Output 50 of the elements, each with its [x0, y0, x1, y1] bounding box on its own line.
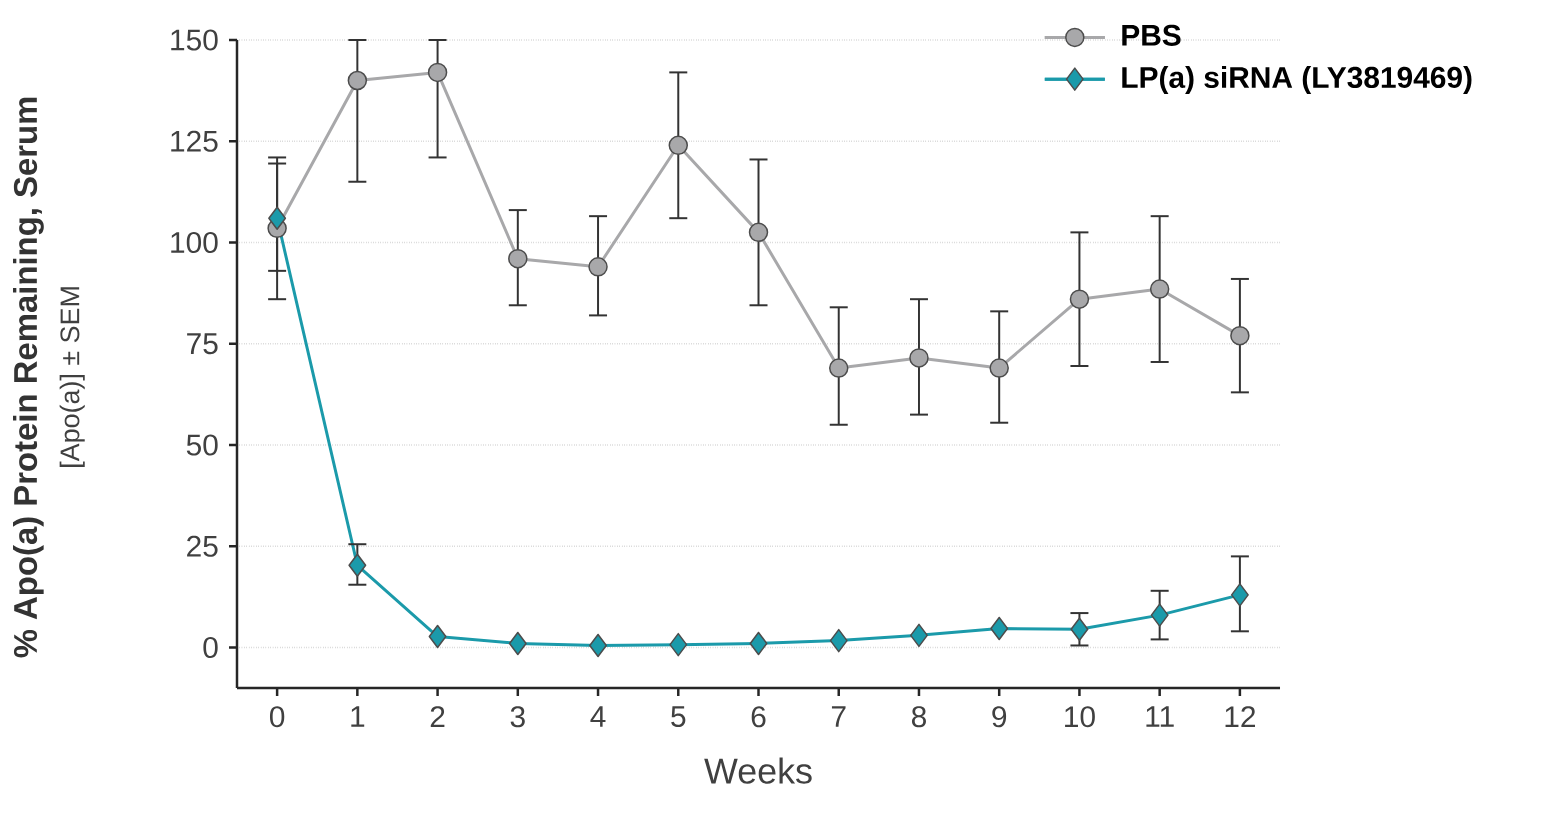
point: [990, 616, 1009, 641]
point: [1070, 617, 1089, 642]
y-tick-label: 125: [171, 130, 218, 152]
point: [668, 135, 689, 156]
point: [1230, 325, 1250, 346]
x-tick-label: 7: [831, 706, 846, 727]
x-tick-label: 4: [590, 706, 606, 727]
y-tick-label: 150: [171, 29, 218, 51]
point: [828, 358, 849, 378]
point: [909, 623, 928, 648]
text: [Apo(a)] ± SEM: [59, 287, 85, 467]
point: [1069, 289, 1090, 309]
y-tick-label: 100: [171, 231, 218, 254]
x-axis-title: Weeks: [704, 757, 812, 784]
x-tick-label: 10: [1065, 706, 1095, 728]
x-tick-label: 8: [911, 706, 926, 728]
x-tick-label: 12: [1225, 706, 1256, 728]
point: [1150, 603, 1169, 627]
x-tick-label: 2: [430, 706, 445, 728]
x-tick-label: 1: [351, 706, 365, 727]
y-tick-label: 75: [187, 333, 218, 355]
x-tick-label: 11: [1146, 706, 1174, 727]
point: [508, 631, 527, 656]
x-tick-label: 9: [992, 706, 1007, 728]
point: [749, 631, 768, 656]
legend-label: PBS: [1122, 24, 1181, 46]
y-tick-label: 50: [186, 434, 218, 456]
point: [588, 257, 608, 277]
point: [428, 624, 447, 649]
point: [348, 553, 367, 578]
point: [508, 248, 528, 269]
point: [589, 633, 608, 658]
y-tick-label: 0: [203, 636, 218, 659]
point: [347, 70, 368, 91]
x-tick-label: 3: [510, 706, 525, 728]
y-axis-title: % Apo(a) Protein Remaining, Serum: [13, 97, 44, 658]
point: [909, 348, 929, 368]
point: [829, 628, 848, 653]
x-tick-label: 5: [671, 706, 686, 728]
x-tick-label: 6: [751, 706, 766, 728]
point: [1149, 279, 1170, 299]
point: [1230, 583, 1249, 607]
point: [748, 222, 769, 243]
legend-label: LP(a) siRNA (LY3819469): [1122, 66, 1472, 94]
point: [268, 206, 287, 230]
point: [427, 62, 448, 83]
x-tick-label: 0: [269, 706, 285, 728]
y-tick-label: 25: [187, 535, 218, 557]
point: [989, 358, 1009, 378]
point: [669, 632, 688, 657]
